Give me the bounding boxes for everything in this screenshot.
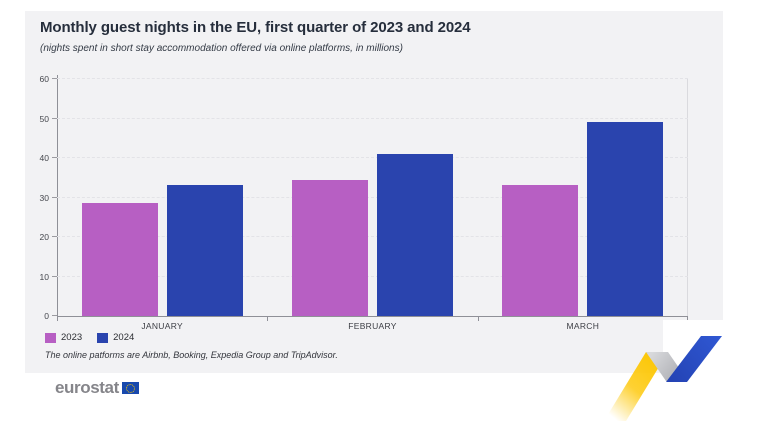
x-axis-label-march: MARCH [566,321,600,331]
gridline-10 [57,275,688,277]
gridline-20 [57,236,688,237]
y-tick-50 [52,117,57,119]
x-axis-line [57,316,688,317]
x-boundary-tick-0 [57,316,58,321]
gridline-60 [57,78,688,79]
bar-2023-february [292,179,368,316]
y-tick-0 [52,315,57,316]
y-axis-line [57,75,58,317]
legend-label-2023: 2023 [61,332,83,343]
x-boundary-tick-2 [477,316,479,321]
y-tick-label-40: 40 [39,153,49,163]
y-tick-60 [52,78,57,79]
bar-2024-january [166,185,243,316]
trend-ribbon-icon [604,336,722,421]
x-boundary-tick-1 [267,316,269,321]
eurostat-logo: eurostat [55,378,139,398]
gridline-50 [57,117,688,119]
gridline-40 [57,157,688,158]
chart-subtitle: (nights spent in short stay accommodatio… [40,43,403,54]
chart-card: Monthly guest nights in the EU, first qu… [25,11,723,373]
legend-label-2024: 2024 [113,332,135,343]
y-tick-10 [52,275,57,277]
eurostat-logo-text: eurostat [55,378,119,397]
bar-2023-january [81,203,158,316]
legend-item-2023: 2023 [45,332,82,343]
bar-2024-march [587,121,664,316]
legend: 2023 2024 [45,332,134,343]
footnote: The online patforms are Airbnb, Booking,… [45,350,338,360]
y-tick-label-60: 60 [39,74,49,84]
bar-2023-march [502,184,579,316]
x-axis-label-january: JANUARY [141,321,183,331]
y-tick-40 [52,157,57,158]
x-boundary-tick-3 [687,316,688,321]
y-tick-label-0: 0 [44,311,49,321]
y-tick-label-30: 30 [39,192,49,203]
y-tick-label-50: 50 [39,113,49,124]
y-tick-label-20: 20 [39,232,49,242]
legend-swatch-2023 [45,332,56,343]
gridline-30 [57,196,688,198]
right-frame-line [687,79,688,316]
y-tick-label-10: 10 [39,271,49,282]
y-tick-20 [52,236,57,237]
legend-item-2024: 2024 [97,332,134,343]
bar-2024-february [377,154,453,316]
x-axis-label-february: FEBRUARY [348,321,397,331]
eu-flag-icon [121,382,139,394]
plot-area: 0 10 20 30 40 50 60 JANUARY FEBRUARY MARCH [40,74,688,331]
legend-swatch-2024 [97,332,109,343]
y-tick-30 [52,196,57,198]
chart-title: Monthly guest nights in the EU, first qu… [40,19,471,36]
